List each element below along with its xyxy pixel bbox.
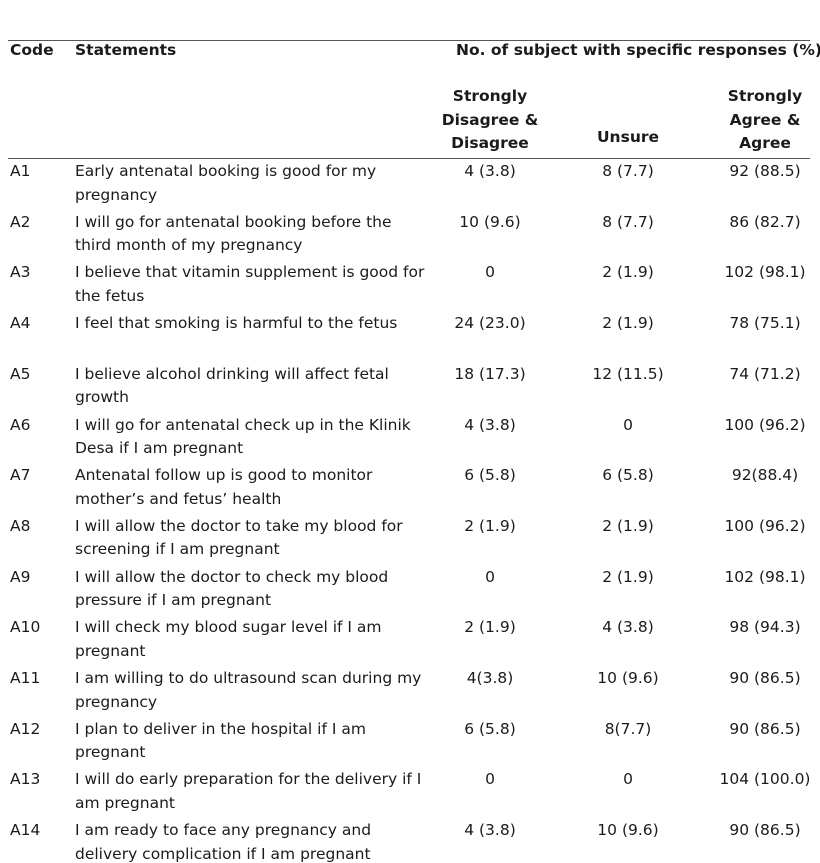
row-statement: I believe alcohol drinking will affect f… xyxy=(75,364,389,407)
table-row: A11 I am willing to do ultrasound scan du… xyxy=(0,667,820,717)
row-code: A7 xyxy=(10,466,31,485)
row-disagree-value: 24 (23.0) xyxy=(454,314,526,333)
row-statement: I will allow the doctor to take my blood… xyxy=(75,516,403,559)
row-agree-value: 98 (94.3) xyxy=(729,618,801,637)
row-disagree-value: 4 (3.8) xyxy=(464,821,516,840)
row-unsure-value: 8(7.7) xyxy=(604,719,652,738)
row-code: A5 xyxy=(10,364,31,383)
header-unsure: Unsure xyxy=(596,128,660,146)
row-code: A12 xyxy=(10,719,41,738)
row-disagree-value: 2 (1.9) xyxy=(464,516,516,535)
row-statement: I will go for antenatal check up in the … xyxy=(75,415,411,458)
row-disagree-value: 4(3.8) xyxy=(466,669,514,687)
row-agree-value: 104 (100.0) xyxy=(719,770,811,789)
row-statement: I believe that vitamin supplement is goo… xyxy=(75,263,425,305)
row-code: A3 xyxy=(10,263,31,282)
top-rule xyxy=(8,40,810,41)
table-row: A7 Antenatal follow up is good to monitor… xyxy=(0,464,820,514)
row-agree-value: 92(88.4) xyxy=(731,466,799,485)
row-agree-value: 92 (88.5) xyxy=(729,162,801,180)
table-row: A10 I will check my blood sugar level if … xyxy=(0,616,820,666)
row-disagree-value: 0 xyxy=(485,567,495,586)
row-agree-value: 102 (98.1) xyxy=(724,567,806,586)
header-statements: Statements xyxy=(75,41,177,59)
row-code: A4 xyxy=(10,314,31,333)
row-unsure-value: 8 (7.7) xyxy=(602,212,654,231)
row-agree-value: 90 (86.5) xyxy=(729,821,801,840)
row-unsure-value: 10 (9.6) xyxy=(597,669,659,687)
row-unsure-value: 2 (1.9) xyxy=(602,263,654,282)
row-unsure-value: 8 (7.7) xyxy=(602,162,654,180)
row-unsure-value: 2 (1.9) xyxy=(602,516,654,535)
row-unsure-value: 0 xyxy=(623,770,633,789)
row-statement: I am ready to face any pregnancy and del… xyxy=(75,821,372,863)
table-row: A3 I believe that vitamin supplement is g… xyxy=(0,261,820,311)
row-statement: I am willing to do ultrasound scan durin… xyxy=(75,669,422,711)
row-code: A11 xyxy=(10,669,41,687)
row-agree-value: 100 (96.2) xyxy=(724,516,806,535)
row-statement: Antenatal follow up is good to monitor m… xyxy=(75,466,373,508)
row-agree-value: 90 (86.5) xyxy=(729,719,801,738)
row-agree-value: 100 (96.2) xyxy=(724,415,806,434)
row-code: A10 xyxy=(10,618,41,637)
row-unsure-value: 4 (3.8) xyxy=(602,618,654,637)
row-agree-value: 74 (71.2) xyxy=(729,364,801,383)
table-row: A5 I believe alcohol drinking will affect… xyxy=(0,363,820,413)
row-disagree-value: 18 (17.3) xyxy=(454,364,526,383)
table-row: A14 I am ready to face any pregnancy and … xyxy=(0,819,820,863)
row-disagree-value: 2 (1.9) xyxy=(464,618,516,637)
row-unsure-value: 12 (11.5) xyxy=(592,364,664,383)
row-unsure-value: 2 (1.9) xyxy=(602,567,654,586)
table-row: A8 I will allow the doctor to take my blo… xyxy=(0,515,820,565)
row-agree-value: 86 (82.7) xyxy=(729,212,801,231)
table-row: A2 I will go for antenatal booking before… xyxy=(0,211,820,261)
row-code: A2 xyxy=(10,212,31,231)
row-unsure-value: 0 xyxy=(623,415,633,434)
row-statement: I feel that smoking is harmful to the fe… xyxy=(75,314,398,333)
row-statement: I will do early preparation for the deli… xyxy=(75,770,422,812)
row-disagree-value: 4 (3.8) xyxy=(464,415,516,434)
table-row: A1 Early antenatal booking is good for my… xyxy=(0,160,820,210)
row-code: A9 xyxy=(10,567,31,586)
row-disagree-value: 6 (5.8) xyxy=(464,719,516,738)
row-disagree-value: 6 (5.8) xyxy=(464,466,516,485)
table-row: A9 I will allow the doctor to check my bl… xyxy=(0,566,820,616)
row-disagree-value: 0 xyxy=(485,263,495,282)
row-statement: I plan to deliver in the hospital if I a… xyxy=(75,719,366,762)
row-unsure-value: 10 (9.6) xyxy=(597,821,659,840)
row-agree-value: 102 (98.1) xyxy=(724,263,806,282)
row-statement: I will check my blood sugar level if I a… xyxy=(75,618,382,660)
row-unsure-value: 2 (1.9) xyxy=(602,314,654,333)
row-code: A1 xyxy=(10,162,31,180)
row-code: A6 xyxy=(10,415,31,434)
row-statement: I will go for antenatal booking before t… xyxy=(75,212,392,255)
row-unsure-value: 6 (5.8) xyxy=(602,466,654,485)
header-rule xyxy=(8,158,810,159)
row-code: A13 xyxy=(10,770,41,789)
row-code: A14 xyxy=(10,821,41,840)
row-disagree-value: 0 xyxy=(485,770,495,789)
row-code: A8 xyxy=(10,516,31,535)
table-row: A13 I will do early preparation for the d… xyxy=(0,768,820,818)
table-row: A12 I plan to deliver in the hospital if … xyxy=(0,718,820,768)
row-statement: Early antenatal booking is good for my p… xyxy=(75,162,377,204)
header-code: Code xyxy=(10,41,54,59)
row-agree-value: 78 (75.1) xyxy=(729,314,801,333)
row-agree-value: 90 (86.5) xyxy=(729,669,801,687)
table-row: A4 I feel that smoking is harmful to the … xyxy=(0,312,820,362)
header-strongly-agree: Strongly Agree & Agree xyxy=(727,87,803,152)
row-statement: I will allow the doctor to check my bloo… xyxy=(75,567,389,610)
header-responses-group: No. of subject with specific responses (… xyxy=(456,41,820,59)
header-strongly-disagree: Strongly Disagree & Disagree xyxy=(441,87,539,152)
row-disagree-value: 4 (3.8) xyxy=(464,162,516,180)
row-disagree-value: 10 (9.6) xyxy=(459,212,521,231)
table-row: A6 I will go for antenatal check up in th… xyxy=(0,414,820,464)
